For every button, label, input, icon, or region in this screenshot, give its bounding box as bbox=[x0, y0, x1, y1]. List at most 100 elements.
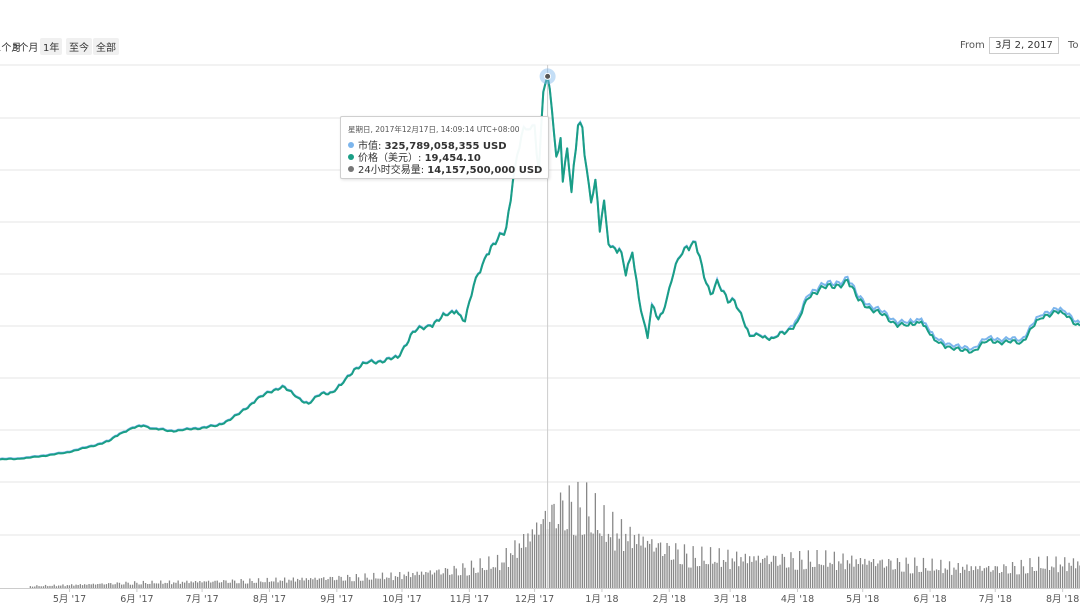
volume-bar bbox=[892, 569, 894, 588]
volume-bar bbox=[616, 533, 618, 588]
range-button-1-year[interactable]: 1年 bbox=[40, 38, 63, 55]
volume-bar bbox=[994, 566, 996, 588]
volume-bar bbox=[612, 511, 614, 588]
volume-bar bbox=[310, 578, 312, 588]
volume-bar bbox=[397, 576, 399, 588]
volume-bar bbox=[199, 581, 201, 588]
volume-bar bbox=[527, 533, 529, 588]
volume-bar bbox=[505, 548, 507, 588]
volume-bar bbox=[218, 582, 221, 588]
volume-bar bbox=[151, 580, 153, 588]
tooltip-value: 19,454.10 bbox=[424, 153, 481, 164]
volume-bar bbox=[483, 570, 486, 588]
volume-bar bbox=[131, 584, 134, 588]
volume-bar bbox=[216, 580, 218, 588]
volume-bar bbox=[29, 586, 31, 588]
volume-bar bbox=[192, 582, 194, 588]
from-date-input[interactable] bbox=[989, 37, 1059, 54]
volume-bar bbox=[916, 565, 918, 588]
volume-bar bbox=[772, 555, 775, 588]
volume-bar bbox=[675, 543, 677, 588]
volume-bar bbox=[885, 566, 888, 588]
volume-bar bbox=[694, 557, 696, 588]
volume-bar bbox=[40, 586, 42, 588]
volume-bar bbox=[770, 561, 772, 588]
volume-bar bbox=[814, 566, 816, 588]
volume-bar bbox=[58, 585, 60, 588]
volume-bar bbox=[768, 564, 770, 588]
volume-bar bbox=[879, 560, 881, 588]
volume-bar bbox=[962, 566, 964, 588]
range-button-all[interactable]: 全部 bbox=[93, 38, 119, 55]
volume-bar bbox=[90, 584, 92, 588]
market-cap-dot-icon bbox=[348, 142, 354, 148]
volume-bar bbox=[1057, 572, 1059, 588]
volume-bar bbox=[88, 584, 90, 588]
volume-bar bbox=[788, 567, 790, 588]
volume-bar bbox=[705, 564, 707, 588]
volume-bar bbox=[901, 571, 903, 588]
volume-bar bbox=[918, 572, 920, 588]
volume-bar bbox=[157, 583, 160, 588]
volume-bar bbox=[466, 575, 468, 588]
volume-bar bbox=[431, 574, 433, 588]
volume-bar bbox=[323, 577, 325, 588]
volume-bar bbox=[284, 577, 286, 588]
volume-bar bbox=[390, 572, 392, 588]
volume-bar bbox=[84, 584, 86, 588]
volume-bar bbox=[1055, 556, 1057, 588]
volume-bar bbox=[1072, 558, 1075, 588]
volume-bar bbox=[659, 542, 662, 588]
tooltip-separator: : bbox=[378, 141, 385, 152]
volume-bar bbox=[570, 501, 573, 588]
volume-bar bbox=[299, 580, 301, 588]
range-button-3-months[interactable]: 3个月 bbox=[12, 43, 39, 54]
volume-bar bbox=[79, 584, 81, 588]
volume-bar bbox=[207, 580, 210, 588]
volume-bar bbox=[355, 574, 357, 588]
volume-bar bbox=[92, 583, 94, 588]
volume-bar bbox=[318, 578, 320, 588]
tooltip-label: 24小时交易量 bbox=[358, 165, 421, 176]
range-button-1-month[interactable]: 1个月 bbox=[0, 43, 22, 54]
volume-bar bbox=[714, 561, 716, 588]
volume-bar bbox=[838, 561, 840, 588]
volume-bar bbox=[227, 582, 229, 588]
volume-bar bbox=[510, 553, 512, 588]
volume-bar bbox=[329, 576, 331, 588]
range-button-ytd[interactable]: 至今 bbox=[66, 38, 92, 55]
volume-bar bbox=[473, 567, 475, 588]
volume-bar bbox=[692, 546, 694, 588]
volume-bar bbox=[803, 569, 805, 588]
volume-bar bbox=[631, 548, 633, 588]
volume-bar bbox=[451, 574, 453, 588]
volume-bar bbox=[922, 557, 925, 588]
volume-bar bbox=[881, 559, 883, 588]
volume-bar bbox=[883, 567, 885, 588]
volume-bar bbox=[62, 584, 64, 588]
volume-bar bbox=[933, 570, 935, 588]
volume-bar bbox=[288, 579, 290, 588]
volume-bar bbox=[394, 576, 397, 588]
volume-bar bbox=[475, 573, 477, 588]
tooltip-separator: : bbox=[418, 153, 425, 164]
volume-bar bbox=[101, 583, 103, 588]
volume-bar bbox=[55, 586, 58, 588]
volume-bar bbox=[779, 564, 781, 588]
volume-bar bbox=[220, 582, 223, 588]
volume-bar bbox=[455, 568, 457, 588]
volume-bar bbox=[946, 569, 948, 588]
volume-bar bbox=[123, 584, 125, 588]
volume-bar bbox=[149, 583, 151, 588]
volume-bar bbox=[646, 540, 649, 588]
volume-bar bbox=[864, 558, 866, 588]
volume-bar bbox=[777, 565, 779, 588]
volume-bar bbox=[709, 547, 712, 588]
volume-bar bbox=[262, 582, 264, 588]
volume-bar bbox=[301, 577, 303, 588]
volume-bar bbox=[375, 578, 377, 588]
volume-bar bbox=[603, 505, 605, 588]
volume-bar bbox=[868, 560, 870, 588]
volume-bar bbox=[312, 579, 314, 588]
